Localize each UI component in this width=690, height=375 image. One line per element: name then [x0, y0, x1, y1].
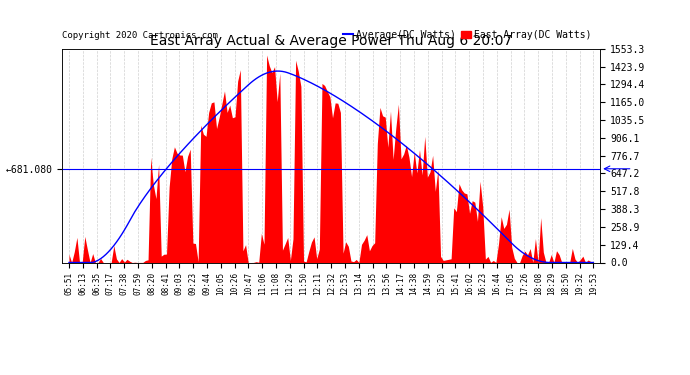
Legend: Average(DC Watts), East Array(DC Watts): Average(DC Watts), East Array(DC Watts)	[339, 26, 595, 44]
Text: Copyright 2020 Cartronics.com: Copyright 2020 Cartronics.com	[62, 31, 218, 40]
Title: East Array Actual & Average Power Thu Aug 6 20:07: East Array Actual & Average Power Thu Au…	[150, 34, 512, 48]
